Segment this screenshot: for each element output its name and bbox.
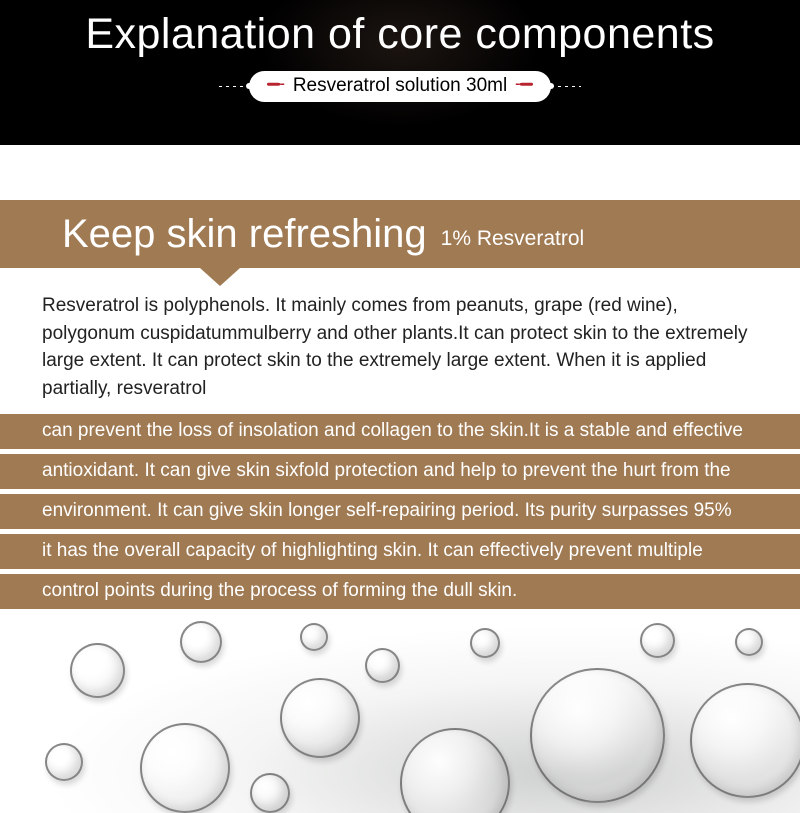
water-bubble (400, 728, 510, 813)
wine-bottle-icon (267, 79, 285, 93)
header-section: Explanation of core components Resveratr… (0, 0, 800, 145)
text-band: can prevent the loss of insolation and c… (0, 414, 800, 449)
text-band: environment. It can give skin longer sel… (0, 494, 800, 529)
water-bubble (640, 623, 675, 658)
subheader-note: 1% Resveratrol (441, 227, 585, 251)
subheader-title: Keep skin refreshing (62, 212, 427, 257)
water-bubble (300, 623, 328, 651)
water-bubble (250, 773, 290, 813)
water-bubble (70, 643, 125, 698)
decor-rail-left (219, 86, 249, 87)
spacer (0, 145, 800, 200)
water-bubble (45, 743, 83, 781)
water-bubble (365, 648, 400, 683)
decor-rail-right (551, 86, 581, 87)
bands-container: can prevent the loss of insolation and c… (0, 414, 800, 609)
page-title: Explanation of core components (0, 10, 800, 59)
product-pill: Resveratrol solution 30ml (249, 71, 551, 102)
water-bubble (280, 678, 360, 758)
water-bubble (470, 628, 500, 658)
text-band: antioxidant. It can give skin sixfold pr… (0, 454, 800, 489)
droplet-image (0, 613, 800, 813)
subheader-bar: Keep skin refreshing 1% Resveratrol (0, 200, 800, 268)
text-band: it has the overall capacity of highlight… (0, 534, 800, 569)
text-band: control points during the process of for… (0, 574, 800, 609)
intro-paragraph: Resveratrol is polyphenols. It mainly co… (0, 268, 800, 414)
water-bubble (180, 621, 222, 663)
pill-row: Resveratrol solution 30ml (0, 71, 800, 102)
pill-label: Resveratrol solution 30ml (293, 75, 507, 97)
water-bubble (690, 683, 800, 798)
water-bubble (735, 628, 763, 656)
wine-bottle-icon (515, 79, 533, 93)
water-bubble (530, 668, 665, 803)
